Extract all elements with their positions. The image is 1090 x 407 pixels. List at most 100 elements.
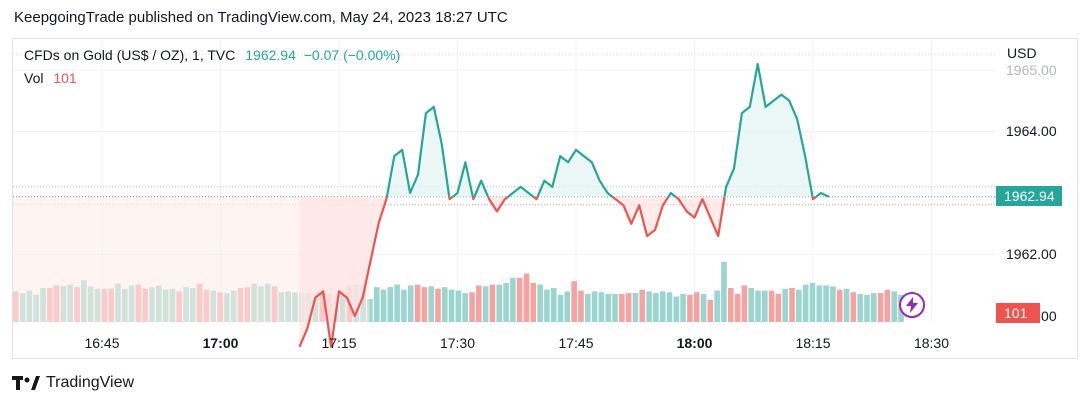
x-tick-label: 17:15: [321, 335, 356, 351]
volume-legend: Vol 101: [24, 70, 77, 86]
volume-bar: [476, 285, 482, 322]
volume-bar: [877, 293, 884, 322]
volume-bar: [721, 261, 727, 322]
volume-bar: [605, 293, 612, 322]
volume-bar: [387, 287, 394, 322]
volume-bar: [448, 289, 455, 322]
price-line-up: [815, 191, 830, 198]
volume-label: Vol: [24, 70, 44, 86]
volume-bar: [714, 290, 720, 322]
volume-bar: [401, 289, 407, 322]
volume-bar: [707, 299, 714, 322]
price-line-down: [471, 196, 476, 201]
volume-bar: [489, 284, 496, 322]
volume-bar: [435, 288, 441, 322]
volume-bar: [727, 288, 734, 322]
volume-bar: [373, 287, 380, 322]
chart-frame[interactable]: [12, 38, 1078, 359]
volume-bar: [612, 293, 618, 322]
price-line-down: [532, 195, 539, 201]
lightning-bolt-icon[interactable]: [899, 292, 925, 318]
volume-bar: [816, 285, 823, 322]
price-line-down: [611, 195, 670, 238]
down-area: [299, 196, 387, 347]
down-area: [612, 196, 669, 237]
volume-bar: [646, 291, 652, 322]
tradingview-logo-icon: [12, 376, 40, 390]
volume-bar: [564, 291, 571, 322]
volume-bar: [469, 292, 475, 322]
x-tick-label: 18:15: [795, 335, 830, 351]
volume-bar: [762, 290, 768, 322]
volume-bar: [462, 293, 469, 322]
x-tick-label: 16:45: [84, 335, 119, 351]
volume-bar: [673, 296, 680, 322]
volume-bar: [666, 292, 673, 322]
volume-bar: [571, 281, 577, 322]
volume-bar: [653, 293, 659, 322]
volume-bar: [687, 294, 693, 322]
volume-bar: [367, 299, 373, 322]
footer: TradingView: [12, 374, 134, 392]
volume-bar: [782, 288, 789, 322]
currency-label: USD: [1007, 45, 1037, 61]
volume-bar: [639, 289, 646, 322]
price-line-down: [811, 195, 817, 201]
volume-bar: [578, 290, 584, 322]
up-area: [386, 106, 450, 197]
area-fill: [13, 63, 829, 347]
price-line-down: [448, 195, 454, 201]
price-line-up: [473, 179, 490, 198]
x-axis: 16:45 17:00 17:15 17:30 17:45 18:00 18:15 18:30: [84, 335, 949, 351]
volume-bar: [537, 284, 543, 322]
volume-bar: [503, 282, 509, 322]
price-line-down: [674, 195, 726, 238]
volume-bar: [741, 285, 748, 322]
y-tick-label: 1965.00: [1006, 62, 1057, 78]
volume-bar: [632, 293, 639, 322]
price-line-up: [452, 161, 474, 198]
volume-bar: [530, 282, 537, 322]
volume-bar: [700, 293, 707, 322]
volume-bar: [755, 290, 761, 322]
volume-bar: [591, 291, 598, 322]
last-price: 1962.94: [245, 47, 296, 63]
volume-bar: [407, 285, 414, 322]
volume-bar: [830, 286, 836, 322]
volume-bar: [380, 289, 387, 322]
volume-bar: [584, 293, 591, 322]
volume-bar: [836, 289, 843, 322]
price-line: [298, 62, 830, 348]
volume-bar: [510, 277, 516, 322]
price-line-up: [536, 148, 613, 198]
volume-bar: [748, 288, 754, 322]
price-line-down: [487, 195, 509, 213]
volume-bar: [796, 289, 802, 322]
volume-bar: [843, 288, 850, 322]
up-area: [724, 63, 813, 197]
volume-bar: [680, 293, 686, 322]
volume-bar: [891, 291, 897, 322]
volume-bar: [619, 293, 625, 322]
volume-bar: [734, 293, 741, 322]
x-tick-label: 18:30: [914, 335, 949, 351]
price-line-up: [385, 105, 451, 197]
y-tick-label: 1962.00: [1006, 246, 1057, 262]
volume-bar: [775, 293, 782, 322]
down-area: [675, 196, 725, 237]
volume-bar: [802, 284, 809, 322]
volume-bar: [523, 273, 530, 322]
volume-bar: [414, 284, 421, 322]
volume-bar: [557, 294, 564, 322]
volume-bar: [550, 288, 557, 322]
symbol-name: CFDs on Gold (US$ / OZ), 1, TVC: [24, 47, 236, 63]
up-area: [452, 162, 473, 197]
publish-line: KeepgoingTrade published on TradingView.…: [14, 9, 508, 26]
price-line-up: [507, 185, 534, 198]
price-line-down: [298, 196, 388, 348]
volume-bar: [809, 282, 816, 322]
price-line-up: [667, 191, 677, 198]
volume-bar: [441, 287, 448, 322]
